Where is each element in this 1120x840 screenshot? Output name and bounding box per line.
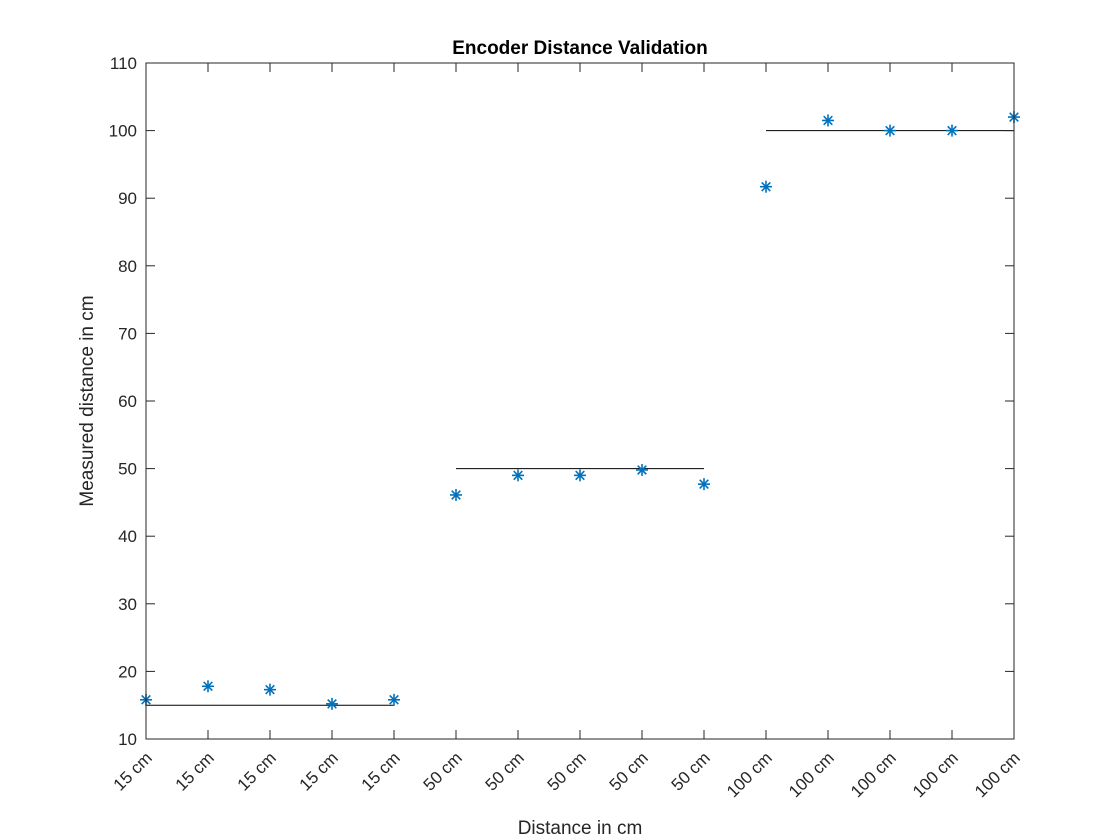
y-tick-label: 90	[118, 189, 137, 208]
y-tick-label: 20	[118, 662, 137, 681]
y-axis-label: Measured distance in cm	[77, 295, 98, 506]
x-ticks: 15 cm 15 cm 15 cm 15 cm 15 cm 50 cm 50 cm 50 cm…	[110, 63, 1024, 801]
x-tick-label: 50 cm	[606, 748, 652, 794]
x-tick-label: 15 cm	[172, 748, 218, 794]
chart-title: Encoder Distance Validation	[452, 38, 708, 59]
data-point	[822, 114, 834, 127]
y-tick-label: 50	[118, 460, 137, 479]
x-tick-label: 15 cm	[358, 748, 404, 794]
data-point	[574, 469, 586, 482]
y-tick-label: 110	[110, 54, 137, 73]
y-ticks: 10 20 30 40 50 60 70 80 90 100 110	[109, 54, 1014, 749]
x-tick-label: 50 cm	[668, 748, 714, 794]
axes	[145, 62, 1015, 740]
plot-box	[145, 62, 1015, 740]
reference-lines	[146, 130, 1014, 706]
data-point	[450, 488, 462, 501]
data-point	[884, 124, 896, 137]
x-axis-label: Distance in cm	[518, 818, 643, 839]
x-tick-label: 100 cm	[785, 748, 838, 801]
x-tick-label: 15 cm	[110, 748, 156, 794]
x-tick-label: 15 cm	[296, 748, 342, 794]
data-point	[512, 469, 524, 482]
x-tick-label: 100 cm	[971, 748, 1024, 801]
x-tick-label: 50 cm	[420, 748, 466, 794]
y-tick-label: 70	[118, 324, 137, 343]
x-tick-label: 15 cm	[234, 748, 280, 794]
data-point	[636, 463, 648, 476]
data-markers	[140, 111, 1020, 710]
x-tick-label: 100 cm	[723, 748, 776, 801]
y-tick-label: 100	[109, 122, 137, 141]
data-point	[698, 478, 710, 491]
x-tick-label: 100 cm	[909, 748, 962, 801]
y-tick-label: 30	[118, 595, 137, 614]
x-tick-label: 50 cm	[544, 748, 590, 794]
y-tick-label: 80	[118, 257, 137, 276]
data-point	[760, 180, 772, 193]
y-tick-label: 10	[118, 730, 137, 749]
x-tick-label: 50 cm	[482, 748, 528, 794]
data-point	[202, 680, 214, 693]
data-point	[388, 693, 400, 706]
data-point	[264, 683, 276, 696]
y-tick-label: 40	[118, 527, 137, 546]
x-tick-label: 100 cm	[847, 748, 900, 801]
data-point	[946, 124, 958, 137]
y-tick-label: 60	[118, 392, 137, 411]
data-point	[326, 697, 338, 710]
